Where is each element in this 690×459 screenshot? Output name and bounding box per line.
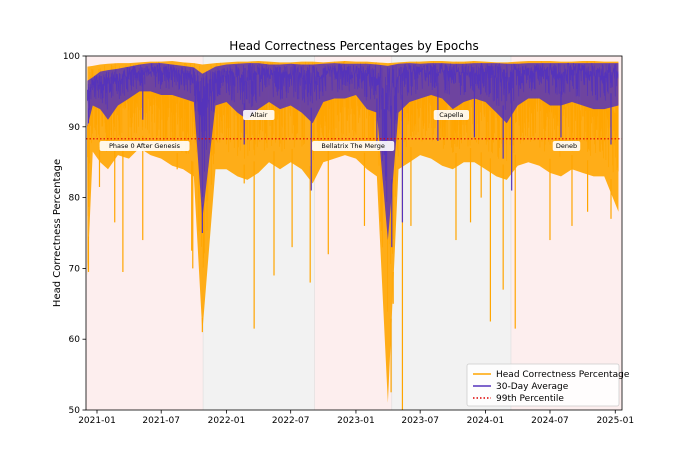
era-label-box-bellatrix-the-merge: [312, 141, 395, 151]
x-tick-label-2021-07: 2021-07: [142, 416, 180, 426]
x-tick-label-2022-01: 2022-01: [208, 416, 246, 426]
legend-box: [466, 363, 620, 407]
x-tick-label-2024-07: 2024-07: [531, 416, 569, 426]
y-axis-ticks: 50 60 70 80 90 100: [63, 52, 86, 416]
x-tick-label-2024-01: 2024-01: [467, 416, 505, 426]
era-label-phase-0-after-genesis: Phase 0 After Genesis: [109, 142, 181, 150]
y-tick-label-90: 90: [69, 123, 81, 133]
x-tick-label-2021-01: 2021-01: [78, 416, 116, 426]
era-label-capella: Capella: [439, 111, 463, 119]
era-label-group-phase-0-after-genesis: Phase 0 After Genesis: [99, 141, 190, 151]
era-label-box-deneb: [552, 141, 581, 151]
chart-title: Head Correctness Percentages by Epochs: [229, 39, 478, 53]
x-tick-label-2022-07: 2022-07: [272, 416, 310, 426]
y-tick-label-60: 60: [69, 335, 81, 345]
y-tick-label-50: 50: [69, 406, 81, 416]
thirty-day-average-series: [87, 62, 619, 248]
legend-label-head-correctness: Head Correctness Percentage: [496, 370, 630, 380]
y-tick-label-100: 100: [63, 52, 80, 62]
head-correctness-band: [87, 60, 619, 403]
thirty-day-average-line: [87, 62, 619, 202]
era-label-group-capella: Capella: [433, 110, 470, 120]
head-correctness-series: [87, 60, 619, 410]
x-tick-label-2023-07: 2023-07: [401, 416, 439, 426]
era-labels: Phase 0 After Genesis Altair Bellatrix The…: [99, 110, 581, 151]
era-label-group-altair: Altair: [243, 110, 275, 120]
x-tick-label-2025-01: 2025-01: [596, 416, 634, 426]
era-label-altair: Altair: [250, 111, 268, 119]
era-label-box-phase-0-after-genesis: [99, 141, 190, 151]
legend-label-thirty-day-average: 30-Day Average: [496, 382, 569, 392]
era-label-group-bellatrix-the-merge: Bellatrix The Merge: [312, 141, 395, 151]
y-axis-label: Head Correctness Percentage: [52, 159, 63, 307]
legend-label-percentile: 99th Percentile: [496, 394, 564, 404]
era-label-box-altair: [243, 110, 275, 120]
era-label-deneb: Deneb: [556, 142, 577, 150]
era-label-bellatrix-the-merge: Bellatrix The Merge: [321, 142, 384, 150]
legend: Head Correctness Percentage 30-Day Avera…: [466, 363, 630, 407]
x-tick-label-2023-01: 2023-01: [337, 416, 375, 426]
x-axis-ticks: 2021-01 2021-07 2022-01 2022-07 2023-01 2023-…: [78, 410, 634, 426]
era-label-box-capella: [433, 110, 470, 120]
plot-area-frame: [85, 55, 623, 411]
era-label-group-deneb: Deneb: [552, 141, 581, 151]
y-tick-label-80: 80: [69, 194, 81, 204]
y-tick-label-70: 70: [69, 264, 81, 274]
